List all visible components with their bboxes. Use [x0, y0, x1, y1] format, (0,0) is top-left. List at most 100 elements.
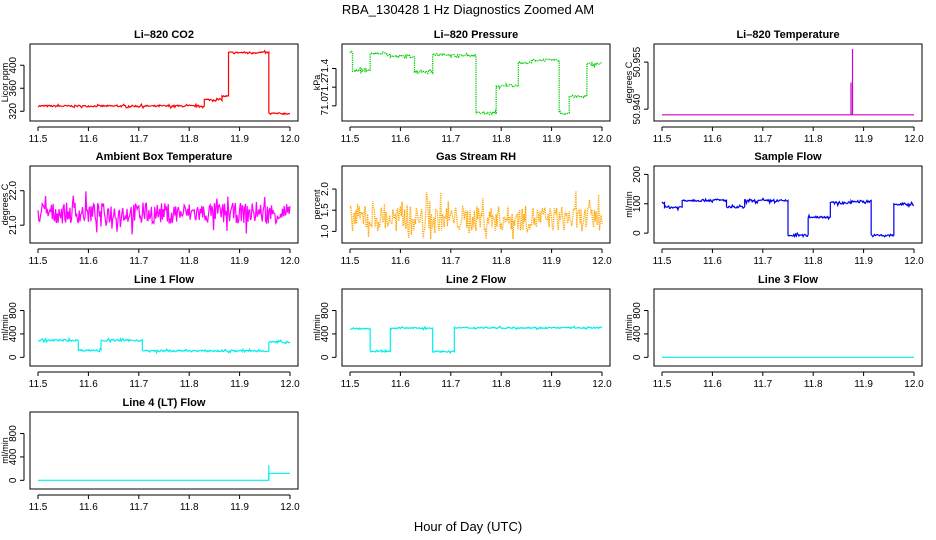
licor_temp-title: Li–820 Temperature: [736, 29, 839, 41]
box_temp-x-tick-label: 12.0: [280, 256, 300, 267]
line4-y-tick-label: 0: [8, 477, 19, 483]
line3-title: Line 3 Flow: [758, 274, 818, 286]
pressure-y-tick-label: 71.0: [320, 96, 331, 116]
rh-x-tick-label: 11.8: [492, 256, 511, 267]
line4-x-tick-label: 12.0: [280, 502, 300, 513]
box_temp-ylabel: degrees C: [0, 183, 10, 225]
licor_temp-x-tick-label: 11.5: [653, 134, 672, 145]
pressure-plot-frame: [341, 43, 611, 122]
pressure-series-line: [349, 50, 603, 116]
line3-x-tick-label: 11.6: [703, 379, 722, 390]
line4-y-tick-label: 400: [8, 448, 19, 465]
pressure-y-tick-label: 71.4: [320, 58, 331, 78]
panel-line2: Line 2 Flow ml/min 11.5 11.6 11.7 11.8 11.9 12.…: [312, 274, 612, 390]
line3-y-tick-label: 400: [632, 325, 643, 342]
pressure-x-tick-label: 11.8: [492, 134, 511, 145]
sample_flow-series-line: [661, 197, 915, 239]
box_temp-y-tick-label: 21.0: [8, 215, 19, 235]
line4-title: Line 4 (LT) Flow: [123, 397, 206, 409]
rh-ylabel: percent: [312, 189, 322, 220]
line1-title: Line 1 Flow: [134, 274, 194, 286]
rh-title: Gas Stream RH: [436, 151, 516, 163]
line4-x-tick-label: 11.8: [180, 502, 199, 513]
line4-y-tick-label: 800: [8, 425, 19, 442]
pressure-ylabel: kPa: [312, 75, 322, 91]
box_temp-x-tick-label: 11.8: [180, 256, 199, 267]
figure-xlabel: Hour of Day (UTC): [414, 519, 522, 534]
co2-plot-frame: [29, 43, 299, 122]
box_temp-series-line: [37, 191, 291, 235]
line2-y-tick-label: 0: [320, 354, 331, 360]
co2-y-tick-label: 320: [8, 102, 19, 119]
line2-plot-frame: [341, 288, 611, 367]
line3-x-tick-label: 11.9: [854, 379, 873, 390]
rh-x-tick-label: 11.7: [441, 256, 460, 267]
line2-y-tick-label: 400: [320, 325, 331, 342]
panel-pressure: Li–820 Pressure kPa 11.5 11.6 11.7 11.8 11.9 12…: [312, 29, 612, 145]
panel-sample_flow: Sample Flow ml/min 11.5 11.6 11.7 11.8 11.9 12.…: [624, 151, 924, 267]
line2-x-tick-label: 11.6: [391, 379, 410, 390]
sample_flow-x-tick-label: 11.8: [804, 256, 823, 267]
licor_temp-y-tick-label: 50.940: [632, 93, 643, 124]
line2-title: Line 2 Flow: [446, 274, 506, 286]
sample_flow-y-tick-label: 100: [632, 195, 643, 212]
pressure-x-tick-label: 11.7: [441, 134, 460, 145]
line2-x-tick-label: 11.8: [492, 379, 511, 390]
licor_temp-x-tick-label: 12.0: [904, 134, 924, 145]
panel-co2: Li–820 CO2 Licor ppm 11.5 11.6 11.7 11.8 11.9 1…: [0, 29, 300, 145]
line2-x-tick-label: 12.0: [592, 379, 612, 390]
licor_temp-x-tick-label: 11.8: [804, 134, 823, 145]
line3-x-tick-label: 11.7: [753, 379, 772, 390]
panel-box_temp: Ambient Box Temperature degrees C 11.5 11.6…: [0, 151, 300, 267]
licor_temp-ylabel: degrees C: [624, 61, 634, 103]
pressure-title: Li–820 Pressure: [434, 29, 518, 41]
sample_flow-y-tick-label: 200: [632, 166, 643, 183]
licor_temp-x-tick-label: 11.9: [854, 134, 873, 145]
rh-y-tick-label: 1.0: [320, 224, 331, 238]
pressure-x-tick-label: 11.5: [341, 134, 360, 145]
licor_temp-x-tick-label: 11.6: [703, 134, 722, 145]
line1-plot-frame: [29, 288, 299, 367]
rh-plot-frame: [341, 165, 611, 244]
line1-x-tick-label: 11.8: [180, 379, 199, 390]
line4-plot-frame: [29, 411, 299, 490]
sample_flow-x-tick-label: 12.0: [904, 256, 924, 267]
line1-ylabel: ml/min: [0, 314, 10, 341]
panel-rh: Gas Stream RH percent 11.5 11.6 11.7 11.8 11.9…: [312, 151, 612, 267]
rh-x-tick-label: 11.6: [391, 256, 410, 267]
sample_flow-y-tick-label: 0: [632, 230, 643, 236]
line4-x-tick-label: 11.5: [29, 502, 48, 513]
co2-x-tick-label: 11.5: [29, 134, 48, 145]
rh-y-tick-label: 2.0: [320, 182, 331, 196]
line1-x-tick-label: 11.9: [230, 379, 249, 390]
line4-series-line: [38, 472, 290, 481]
co2-y-tick-label: 360: [8, 79, 19, 96]
sample_flow-title: Sample Flow: [754, 151, 822, 163]
panel-licor_temp: Li–820 Temperature degrees C 11.5 11.6 11.7 1…: [624, 29, 924, 145]
panel-line1: Line 1 Flow ml/min 11.5 11.6 11.7 11.8 11.9 12.…: [0, 274, 300, 390]
line3-x-tick-label: 12.0: [904, 379, 924, 390]
panel-line3: Line 3 Flow ml/min 11.5 11.6 11.7 11.8 11.9 12.…: [624, 274, 924, 390]
co2-x-tick-label: 11.9: [230, 134, 249, 145]
line4-x-tick-label: 11.6: [79, 502, 98, 513]
line2-ylabel: ml/min: [312, 314, 322, 341]
co2-x-tick-label: 11.7: [129, 134, 148, 145]
panel-line4: Line 4 (LT) Flow ml/min 11.5 11.6 11.7 11.8 11…: [0, 397, 300, 513]
line1-x-tick-label: 11.5: [29, 379, 48, 390]
pressure-x-tick-label: 11.9: [542, 134, 561, 145]
line3-ylabel: ml/min: [624, 314, 634, 341]
figure-title: RBA_130428 1 Hz Diagnostics Zoomed AM: [342, 2, 594, 17]
line1-y-tick-label: 400: [8, 325, 19, 342]
box_temp-x-tick-label: 11.7: [129, 256, 148, 267]
pressure-x-tick-label: 11.6: [391, 134, 410, 145]
box_temp-x-tick-label: 11.6: [79, 256, 98, 267]
sample_flow-ylabel: ml/min: [624, 191, 634, 218]
sample_flow-x-tick-label: 11.9: [854, 256, 873, 267]
rh-x-tick-label: 11.9: [542, 256, 561, 267]
line2-series-line: [349, 325, 603, 355]
co2-x-tick-label: 11.6: [79, 134, 98, 145]
co2-x-tick-label: 12.0: [280, 134, 300, 145]
line1-x-tick-label: 12.0: [280, 379, 300, 390]
co2-title: Li–820 CO2: [134, 29, 194, 41]
